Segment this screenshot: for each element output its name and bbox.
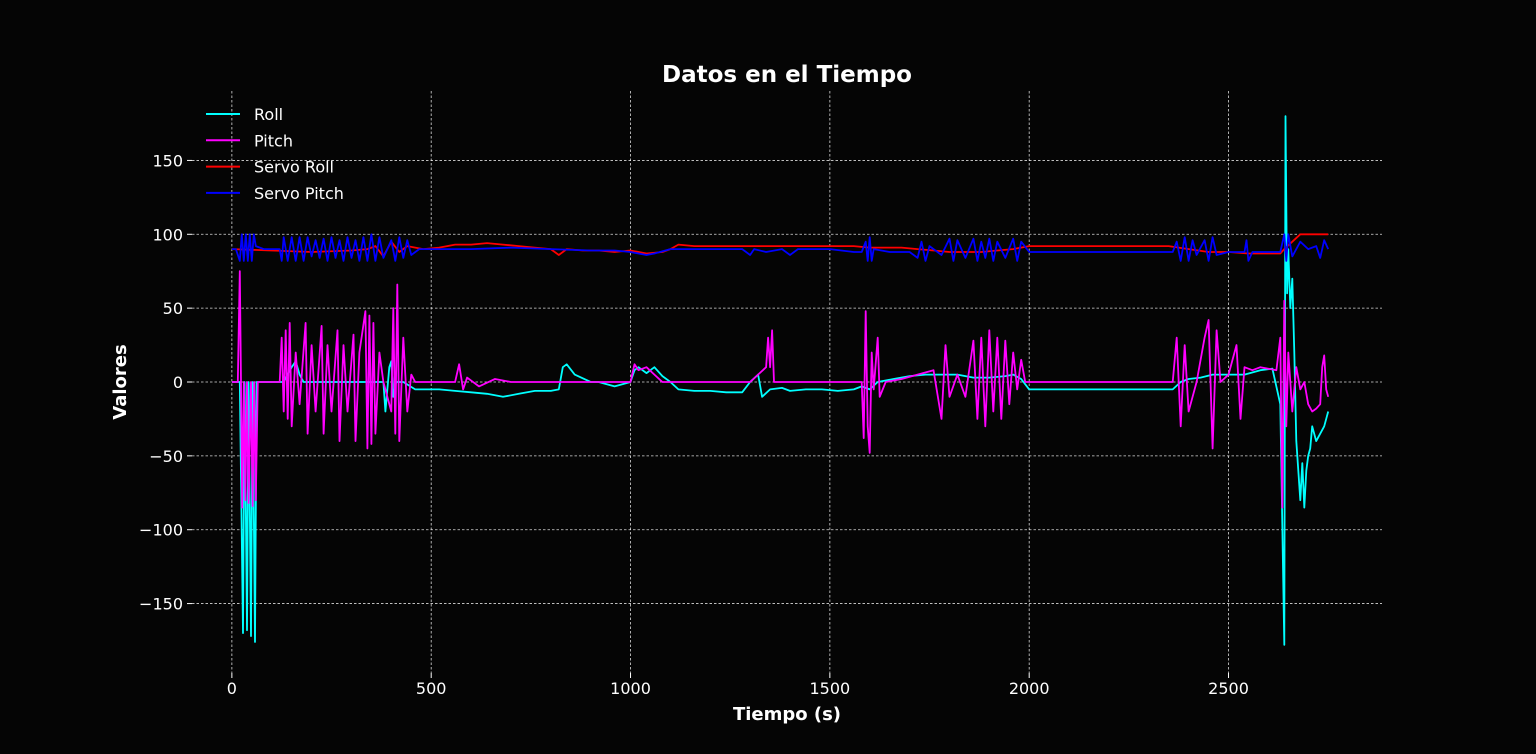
chart-title: Datos en el Tiempo [662,62,912,88]
x-tick-label: 2000 [1009,679,1050,698]
axis-ticks: 0 500 1000 1500 2000 2500 −150 −100 −50 0 50 100 150 [139,151,1249,698]
series-line-servo-pitch [231,233,1330,262]
x-axis-label: Tiempo (s) [733,704,841,725]
series-line-servo-roll [231,233,1329,258]
y-tick-label: 0 [173,373,183,392]
x-tick-label: 500 [416,679,447,698]
legend: Roll Pitch Servo Roll Servo Pitch [206,105,344,203]
legend-label-pitch: Pitch [254,131,293,150]
legend-label-roll: Roll [254,105,283,124]
series-lines [231,115,1330,646]
series-line-roll [231,115,1330,646]
y-tick-label: 50 [163,299,183,318]
legend-label-servo-roll: Servo Roll [254,158,334,177]
y-axis-label: Valores [110,344,131,419]
legend-label-servo-pitch: Servo Pitch [254,184,344,203]
y-tick-label: −150 [139,595,183,614]
y-tick-label: 100 [152,225,183,244]
x-tick-label: 2500 [1208,679,1249,698]
y-tick-label: 150 [152,151,183,170]
series-line-pitch [231,270,1330,509]
x-tick-label: 1500 [809,679,850,698]
y-tick-label: −100 [139,521,183,540]
x-tick-label: 0 [227,679,237,698]
y-tick-label: −50 [149,447,183,466]
x-tick-label: 1000 [610,679,651,698]
